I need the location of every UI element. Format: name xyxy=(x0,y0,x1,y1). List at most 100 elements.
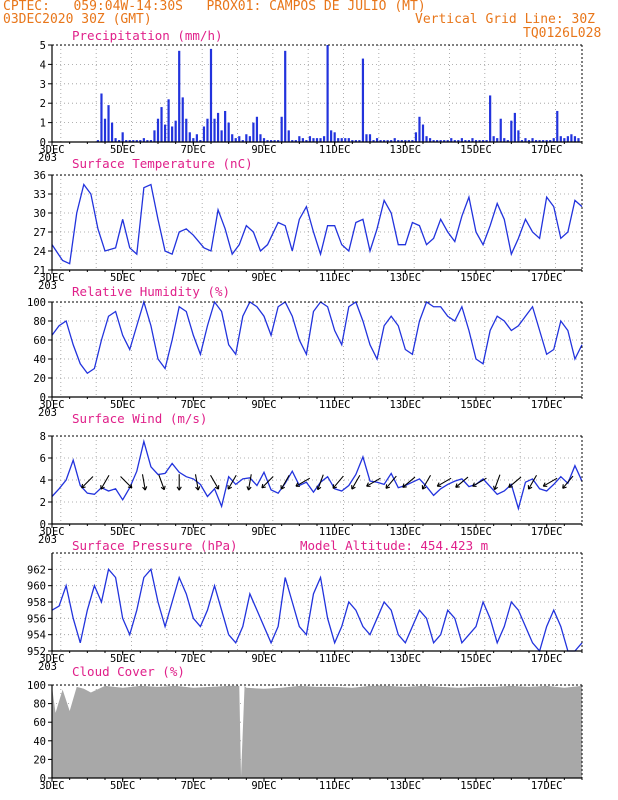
precip-bar xyxy=(545,140,548,142)
x-tick-label: 15DEC xyxy=(460,399,492,411)
x-tick-label: 17DEC xyxy=(531,653,563,665)
precip-bar xyxy=(556,110,559,142)
y-tick-label: 40 xyxy=(33,736,46,748)
x-tick-label: 13DEC xyxy=(390,144,422,156)
precip-bar xyxy=(174,120,177,142)
precip-bar xyxy=(520,140,524,142)
precip-bar xyxy=(563,138,566,142)
precip-bar xyxy=(224,110,227,142)
x-tick-label: 15DEC xyxy=(460,780,492,792)
wind-arrow xyxy=(332,475,344,489)
wind-arrow xyxy=(120,476,133,489)
precip-bar xyxy=(390,140,393,142)
precip-bar xyxy=(121,132,124,142)
panel-2: 0 20 40 60 80 100 3DEC 5DEC 7DEC 9DEC 11DEC 13DEC 15… xyxy=(27,284,583,419)
x-tick-label: 9DEC xyxy=(251,780,276,792)
x-year-stub: 203 xyxy=(38,661,57,673)
precip-bar xyxy=(128,140,131,142)
precip-bar xyxy=(118,140,121,142)
precip-bar xyxy=(489,95,492,142)
wind-arrow xyxy=(317,474,324,490)
x-tick-label: 5DEC xyxy=(110,272,135,284)
precip-bar xyxy=(393,138,396,142)
y-tick-label: 954 xyxy=(27,630,46,642)
precip-bar xyxy=(202,126,206,142)
wind-arrow-head xyxy=(100,485,105,490)
y-tick-label: 0 xyxy=(40,773,46,785)
precip-bar xyxy=(549,140,552,142)
precip-bar xyxy=(499,118,502,142)
x-year-stub: 203 xyxy=(38,152,57,164)
wind-arrow-head xyxy=(142,486,148,491)
x-tick-label: 13DEC xyxy=(390,399,422,411)
wind-arrow xyxy=(81,476,94,489)
wind-arrow-head xyxy=(385,484,391,489)
precip-bar xyxy=(301,138,304,142)
panel-title: Relative Humidity (%) xyxy=(72,284,230,299)
wind-arrow xyxy=(528,474,538,490)
precip-bar xyxy=(506,140,509,142)
series-line xyxy=(51,183,583,265)
precip-bar xyxy=(446,140,449,142)
x-tick-label: 9DEC xyxy=(251,399,276,411)
precip-bar xyxy=(411,140,414,142)
panel-5: 0 20 40 60 80 100 3DEC 5DEC 7DEC 9DEC 11DEC 13DEC 15… xyxy=(27,664,583,792)
x-tick-label: 9DEC xyxy=(251,653,276,665)
x-tick-label: 15DEC xyxy=(460,526,492,538)
precip-bar xyxy=(185,118,188,142)
wind-arrow-head xyxy=(246,486,252,491)
precip-bar xyxy=(284,50,287,142)
precip-bar xyxy=(149,140,153,142)
precip-bar xyxy=(467,140,471,142)
precip-bar xyxy=(570,134,573,142)
precip-bar xyxy=(379,140,382,142)
y-tick-label: 33 xyxy=(33,189,46,201)
wind-arrow xyxy=(402,476,416,488)
wind-arrow xyxy=(100,474,110,490)
y-tick-label: 4 xyxy=(40,59,46,71)
y-tick-label: 0 xyxy=(40,392,46,404)
y-tick-label: 958 xyxy=(27,597,46,609)
wind-arrow-head xyxy=(227,485,232,490)
precip-bar xyxy=(538,140,541,142)
precip-bar xyxy=(478,140,481,142)
x-tick-label: 17DEC xyxy=(531,144,563,156)
precip-bar xyxy=(524,138,527,142)
y-tick-label: 21 xyxy=(33,265,46,277)
wind-arrow-head xyxy=(472,482,477,487)
wind-arrow xyxy=(493,474,501,490)
precip-bar xyxy=(457,140,460,142)
wind-arrow xyxy=(227,474,237,490)
precip-bar xyxy=(135,140,138,142)
precip-bar xyxy=(474,140,478,142)
precip-bar xyxy=(386,140,389,142)
wind-arrow-head xyxy=(402,483,407,488)
wind-arrow-head xyxy=(421,485,427,490)
precip-bar xyxy=(510,120,513,142)
cloud-area xyxy=(52,685,582,778)
y-tick-label: 952 xyxy=(27,646,46,658)
x-tick-label: 7DEC xyxy=(181,526,206,538)
precip-bar xyxy=(110,122,114,142)
precip-bar xyxy=(315,138,319,142)
panel-title: Surface Pressure (hPa) xyxy=(72,538,238,553)
y-tick-label: 100 xyxy=(27,680,46,692)
x-tick-label: 9DEC xyxy=(251,144,276,156)
precip-bar xyxy=(252,122,255,142)
wind-arrow xyxy=(455,476,469,488)
wind-arrow xyxy=(295,477,311,487)
precip-bar xyxy=(238,136,241,142)
precip-bar xyxy=(552,138,555,142)
precip-bar xyxy=(566,136,569,142)
x-tick-label: 17DEC xyxy=(531,399,563,411)
wind-arrow-head xyxy=(562,484,567,489)
y-tick-label: 20 xyxy=(33,373,46,385)
precip-bar xyxy=(358,140,361,142)
panel-4: 952 954 956 958 960 962 3DEC 5DEC 7DEC 9DEC 11DEC 1… xyxy=(27,538,583,673)
x-tick-label: 3DEC xyxy=(39,780,64,792)
x-tick-label: 3DEC xyxy=(39,526,64,538)
precip-bar xyxy=(277,140,280,142)
precip-bar xyxy=(453,140,456,142)
precip-bar xyxy=(559,136,562,142)
x-tick-label: 15DEC xyxy=(460,272,492,284)
